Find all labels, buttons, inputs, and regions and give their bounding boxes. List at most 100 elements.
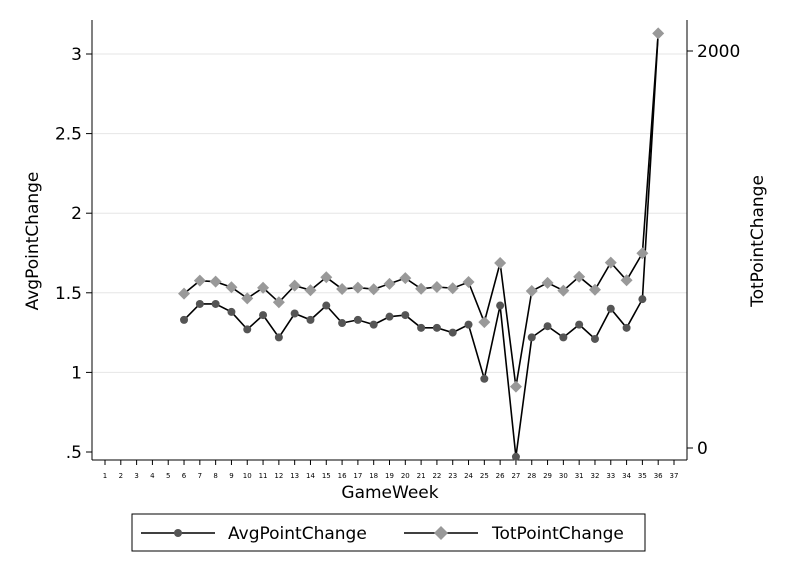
x-tick-label: 25 (480, 472, 489, 480)
x-tick-label: 22 (432, 472, 441, 480)
x-tick-label: 8 (213, 472, 217, 480)
x-tick-label: 21 (417, 472, 426, 480)
data-point-TotPointChange (478, 316, 491, 329)
data-point-TotPointChange (430, 281, 443, 294)
data-point-AvgPointChange (622, 323, 631, 332)
data-point-AvgPointChange (638, 295, 647, 304)
data-point-AvgPointChange (306, 315, 315, 324)
legend-tot-label: TotPointChange (491, 524, 624, 544)
data-point-TotPointChange (588, 283, 601, 296)
x-tick-label: 20 (401, 472, 410, 480)
data-point-AvgPointChange (559, 333, 568, 342)
left-y-tick-label: .5 (66, 443, 82, 463)
x-tick-label: 36 (654, 472, 663, 480)
data-point-AvgPointChange (195, 299, 204, 308)
data-point-AvgPointChange (417, 323, 426, 332)
data-point-AvgPointChange (227, 307, 236, 316)
x-tick-label: 11 (259, 472, 268, 480)
x-tick-label: 19 (385, 472, 394, 480)
x-tick-label: 27 (511, 472, 520, 480)
data-point-AvgPointChange (527, 333, 536, 342)
x-tick-label: 28 (527, 472, 536, 480)
data-point-AvgPointChange (401, 311, 410, 320)
data-point-AvgPointChange (274, 333, 283, 342)
x-tick-label: 4 (150, 472, 155, 480)
data-point-AvgPointChange (353, 315, 362, 324)
data-point-TotPointChange (415, 282, 428, 295)
x-tick-label: 9 (229, 472, 233, 480)
x-tick-label: 30 (559, 472, 568, 480)
data-point-TotPointChange (225, 281, 238, 294)
data-point-TotPointChange (241, 292, 254, 305)
data-point-TotPointChange (209, 275, 222, 288)
data-point-AvgPointChange (606, 304, 615, 313)
right-y-tick-label: 2000 (697, 42, 740, 62)
x-tick-label: 35 (638, 472, 647, 480)
left-y-axis-title: AvgPointChange (23, 172, 43, 311)
data-point-TotPointChange (446, 282, 459, 295)
left-y-tick-label: 2 (71, 204, 82, 224)
right-y-axis-title: TotPointChange (748, 175, 768, 308)
x-tick-label: 23 (448, 472, 457, 480)
left-y-tick-label: 2.5 (55, 125, 82, 145)
data-point-TotPointChange (399, 272, 412, 285)
x-tick-label: 16 (338, 472, 347, 480)
series-line-TotPointChange (183, 33, 659, 387)
x-tick-label: 12 (274, 472, 283, 480)
right-y-tick-label: 0 (697, 439, 708, 459)
data-point-TotPointChange (351, 281, 364, 294)
left-y-tick-label: 1.5 (55, 284, 82, 304)
data-point-TotPointChange (193, 274, 206, 287)
x-tick-label: 32 (591, 472, 600, 480)
x-tick-label: 14 (306, 472, 315, 480)
data-point-AvgPointChange (338, 319, 347, 328)
data-point-TotPointChange (620, 274, 633, 287)
data-point-AvgPointChange (385, 312, 394, 321)
x-tick-label: 13 (290, 472, 299, 480)
left-y-tick-label: 1 (71, 363, 82, 383)
data-point-TotPointChange (288, 279, 301, 292)
data-point-AvgPointChange (543, 322, 552, 331)
data-point-AvgPointChange (511, 452, 520, 461)
legend-box (131, 513, 646, 552)
legend: AvgPointChange TotPointChange (131, 513, 646, 552)
x-tick-label: 1 (103, 472, 107, 480)
x-tick-label: 3 (134, 472, 138, 480)
data-point-TotPointChange (541, 276, 554, 289)
x-tick-label: 34 (622, 472, 631, 480)
data-point-AvgPointChange (211, 299, 220, 308)
data-point-TotPointChange (178, 287, 191, 300)
gridlines (92, 53, 687, 373)
data-point-TotPointChange (509, 380, 522, 393)
series-line-AvgPointChange (183, 33, 659, 457)
left-y-tick-label: 3 (71, 45, 82, 65)
data-point-TotPointChange (272, 296, 285, 309)
data-point-AvgPointChange (259, 311, 268, 320)
x-tick-label: 31 (575, 472, 584, 480)
series-lines (178, 27, 665, 461)
data-point-TotPointChange (652, 27, 665, 40)
legend-avg-marker (174, 529, 182, 537)
x-tick-label: 26 (496, 472, 505, 480)
data-point-AvgPointChange (369, 320, 378, 329)
data-point-TotPointChange (336, 283, 349, 296)
data-point-AvgPointChange (243, 325, 252, 334)
x-tick-label: 6 (182, 472, 187, 480)
legend-avg-label: AvgPointChange (228, 524, 367, 544)
legend-tot-marker (434, 526, 448, 540)
data-point-TotPointChange (304, 284, 317, 297)
data-point-TotPointChange (494, 256, 507, 269)
x-tick-label: 15 (322, 472, 331, 480)
data-point-TotPointChange (636, 247, 649, 260)
x-tick-label: 17 (353, 472, 362, 480)
data-point-AvgPointChange (590, 334, 599, 343)
data-point-TotPointChange (367, 283, 380, 296)
x-tick-label: 7 (198, 472, 202, 480)
x-tick-label: 37 (670, 472, 679, 480)
x-tick-label: 24 (464, 472, 473, 480)
data-point-TotPointChange (320, 271, 333, 284)
x-tick-label: 18 (369, 472, 378, 480)
data-point-TotPointChange (604, 256, 617, 269)
data-point-TotPointChange (573, 270, 586, 283)
